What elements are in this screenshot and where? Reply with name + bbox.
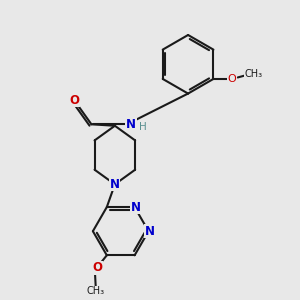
Text: N: N <box>126 118 136 131</box>
Text: H: H <box>140 122 147 132</box>
Text: CH₃: CH₃ <box>244 69 262 79</box>
Text: O: O <box>92 261 102 274</box>
Text: O: O <box>227 74 236 84</box>
Text: N: N <box>131 201 141 214</box>
Text: CH₃: CH₃ <box>87 286 105 296</box>
Text: N: N <box>110 178 120 191</box>
Text: O: O <box>69 94 80 107</box>
Text: N: N <box>145 225 155 238</box>
